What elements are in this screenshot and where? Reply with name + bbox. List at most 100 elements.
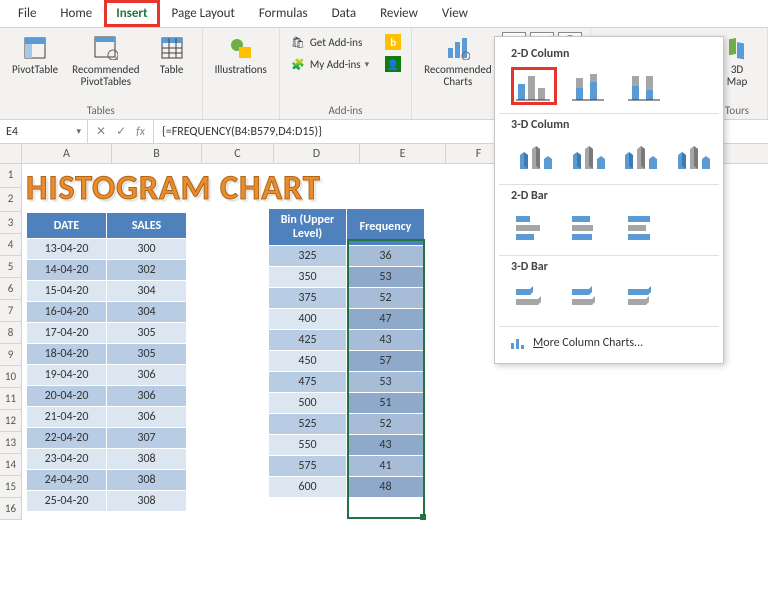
table-cell[interactable]: 43 <box>347 330 425 351</box>
illustrations-button[interactable]: Illustrations <box>211 32 271 78</box>
table-cell[interactable]: 525 <box>269 414 347 435</box>
table-cell[interactable]: 305 <box>107 344 187 365</box>
chart-type-option[interactable] <box>623 209 669 247</box>
chart-type-option[interactable] <box>511 280 557 318</box>
table-cell[interactable]: 47 <box>347 309 425 330</box>
chart-type-option[interactable] <box>564 138 607 176</box>
table-cell[interactable]: 14-04-20 <box>27 260 107 281</box>
pivottable-button[interactable]: PivotTable <box>8 32 62 78</box>
row-header-7[interactable]: 7 <box>0 300 22 322</box>
my-addins-button[interactable]: 🧩My Add-ins▾ <box>288 54 371 74</box>
table-cell[interactable]: 21-04-20 <box>27 407 107 428</box>
table-cell[interactable]: 306 <box>107 365 187 386</box>
row-header-4[interactable]: 4 <box>0 234 22 256</box>
table-button[interactable]: Table <box>150 32 194 78</box>
chart-type-option[interactable] <box>511 138 554 176</box>
enter-icon[interactable]: ✓ <box>116 124 126 139</box>
tab-page-layout[interactable]: Page Layout <box>160 0 247 27</box>
row-header-16[interactable]: 16 <box>0 498 22 520</box>
table-cell[interactable]: 325 <box>269 246 347 267</box>
row-header-14[interactable]: 14 <box>0 454 22 476</box>
more-column-charts[interactable]: More Column Charts... <box>499 327 719 359</box>
table-cell[interactable]: 25-04-20 <box>27 491 107 512</box>
select-all-corner[interactable] <box>0 144 22 163</box>
tab-data[interactable]: Data <box>320 0 369 27</box>
table-cell[interactable]: 307 <box>107 428 187 449</box>
table-cell[interactable]: 375 <box>269 288 347 309</box>
table-cell[interactable]: 306 <box>107 407 187 428</box>
table-cell[interactable]: 53 <box>347 372 425 393</box>
table-cell[interactable]: 19-04-20 <box>27 365 107 386</box>
table-cell[interactable]: 304 <box>107 302 187 323</box>
chart-type-option[interactable] <box>623 67 669 105</box>
table-cell[interactable]: 53 <box>347 267 425 288</box>
table-cell[interactable]: 500 <box>269 393 347 414</box>
table-cell[interactable]: 41 <box>347 456 425 477</box>
people-graph-button[interactable]: 👤 <box>383 54 403 74</box>
row-header-8[interactable]: 8 <box>0 322 22 344</box>
bing-button[interactable]: b <box>383 32 403 52</box>
table-cell[interactable]: 20-04-20 <box>27 386 107 407</box>
row-header-11[interactable]: 11 <box>0 388 22 410</box>
get-addins-button[interactable]: 🛍Get Add-ins <box>288 32 371 52</box>
table-cell[interactable]: 57 <box>347 351 425 372</box>
col-header-E[interactable]: E <box>360 144 446 163</box>
table-cell[interactable]: 575 <box>269 456 347 477</box>
tab-home[interactable]: Home <box>48 0 104 27</box>
tab-review[interactable]: Review <box>368 0 430 27</box>
table-cell[interactable]: 550 <box>269 435 347 456</box>
row-header-6[interactable]: 6 <box>0 278 22 300</box>
row-header-9[interactable]: 9 <box>0 344 22 366</box>
table-cell[interactable]: 400 <box>269 309 347 330</box>
row-header-15[interactable]: 15 <box>0 476 22 498</box>
table-cell[interactable]: 17-04-20 <box>27 323 107 344</box>
table-cell[interactable]: 24-04-20 <box>27 470 107 491</box>
chart-type-option[interactable] <box>511 209 557 247</box>
tab-insert[interactable]: Insert <box>104 0 159 27</box>
chart-type-option[interactable] <box>616 138 659 176</box>
table-cell[interactable]: 43 <box>347 435 425 456</box>
row-header-2[interactable]: 2 <box>0 188 22 212</box>
cancel-icon[interactable]: ✕ <box>96 124 106 139</box>
table-cell[interactable]: 600 <box>269 477 347 498</box>
name-box[interactable]: E4▾ <box>0 120 88 143</box>
col-header-B[interactable]: B <box>112 144 202 163</box>
tab-file[interactable]: File <box>6 0 48 27</box>
row-header-13[interactable]: 13 <box>0 432 22 454</box>
table-cell[interactable]: 51 <box>347 393 425 414</box>
chart-type-option[interactable] <box>567 280 613 318</box>
table-cell[interactable]: 18-04-20 <box>27 344 107 365</box>
table-cell[interactable]: 306 <box>107 386 187 407</box>
table-cell[interactable]: 450 <box>269 351 347 372</box>
table-cell[interactable]: 13-04-20 <box>27 239 107 260</box>
table-cell[interactable]: 52 <box>347 288 425 309</box>
col-header-D[interactable]: D <box>274 144 360 163</box>
chart-type-option[interactable] <box>567 67 613 105</box>
table-cell[interactable]: 15-04-20 <box>27 281 107 302</box>
table-cell[interactable]: 305 <box>107 323 187 344</box>
chart-type-option[interactable] <box>567 209 613 247</box>
table-cell[interactable]: 350 <box>269 267 347 288</box>
chart-type-option[interactable] <box>511 67 557 105</box>
table-cell[interactable]: 308 <box>107 470 187 491</box>
col-header-A[interactable]: A <box>22 144 112 163</box>
recommended-charts-button[interactable]: Recommended Charts <box>420 32 495 90</box>
row-header-10[interactable]: 10 <box>0 366 22 388</box>
table-cell[interactable]: 48 <box>347 477 425 498</box>
row-header-5[interactable]: 5 <box>0 256 22 278</box>
chart-type-option[interactable] <box>623 280 669 318</box>
formula-text[interactable]: {=FREQUENCY(B4:B579,D4:D15)} <box>154 125 330 139</box>
row-header-3[interactable]: 3 <box>0 212 22 234</box>
table-cell[interactable]: 36 <box>347 246 425 267</box>
table-cell[interactable]: 302 <box>107 260 187 281</box>
table-cell[interactable]: 425 <box>269 330 347 351</box>
table-cell[interactable]: 475 <box>269 372 347 393</box>
table-cell[interactable]: 23-04-20 <box>27 449 107 470</box>
table-cell[interactable]: 304 <box>107 281 187 302</box>
tab-formulas[interactable]: Formulas <box>247 0 320 27</box>
table-cell[interactable]: 308 <box>107 491 187 512</box>
row-header-12[interactable]: 12 <box>0 410 22 432</box>
col-header-C[interactable]: C <box>202 144 274 163</box>
table-cell[interactable]: 300 <box>107 239 187 260</box>
row-header-1[interactable]: 1 <box>0 164 22 188</box>
